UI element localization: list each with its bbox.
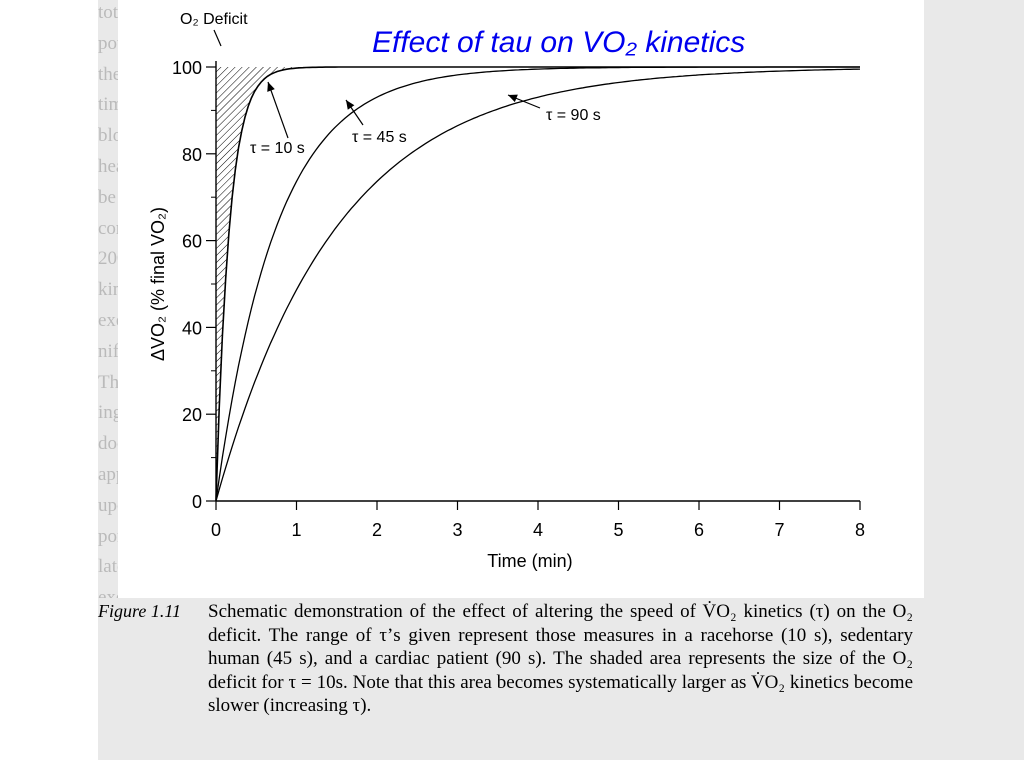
y-tick-label: 100 [172, 58, 202, 78]
y-tick-label: 80 [182, 145, 202, 165]
tau-10s-arrow [267, 81, 289, 139]
y-tick-label: 40 [182, 318, 202, 338]
caption-label: Figure 1.11 [98, 601, 181, 621]
tau-90s-arrow-head [508, 94, 518, 103]
tau-10s-arrow-head [267, 82, 275, 92]
x-tick-label: 2 [372, 520, 382, 540]
y-axis-label: ΔVO₂ (% final VO₂) [148, 207, 168, 361]
annotations: O₂ Deficit τ = 10 s τ = 45 s τ = 90 s [180, 11, 601, 157]
slide-title: Effect of tau on VO₂ kinetics [372, 26, 746, 59]
x-tick-label: 8 [855, 520, 865, 540]
x-tick-label: 0 [211, 520, 221, 540]
x-tick-label: 3 [452, 520, 462, 540]
o2-deficit-hatch [216, 67, 418, 501]
x-tick-label: 1 [291, 520, 301, 540]
y-tick-label: 0 [192, 492, 202, 512]
o2-deficit-annotation: O₂ Deficit [180, 11, 248, 28]
figure-caption: Figure 1.11 Schematic demonstration of t… [98, 598, 918, 758]
x-tick-label: 4 [533, 520, 543, 540]
series-layer [215, 66, 861, 502]
tau-10s-annotation: τ = 10 s [250, 140, 305, 157]
tau-45s-annotation: τ = 45 s [352, 129, 407, 146]
o2-deficit-leader [213, 29, 222, 47]
axes [215, 61, 860, 502]
x-tick-label: 6 [694, 520, 704, 540]
tau-90s-annotation: τ = 90 s [546, 107, 601, 124]
o2-deficit-shaded-area [216, 67, 418, 501]
x-tick-label: 7 [774, 520, 784, 540]
caption-text: Schematic demonstration of the effect of… [208, 601, 913, 716]
y-tick-label: 60 [182, 232, 202, 252]
series-line-tau-90s [215, 68, 861, 502]
series-line-tau-45s [215, 66, 860, 502]
figure-panel: 0 1 2 3 4 5 6 7 8 0 20 40 60 80 100 Time (min) ΔVO₂ (% f… [118, 0, 924, 598]
series-line-tau-10s [215, 66, 860, 502]
x-tick-label: 5 [613, 520, 623, 540]
tau-45s-arrow-head [346, 100, 355, 110]
x-axis-label: Time (min) [487, 551, 572, 571]
y-tick-label: 20 [182, 405, 202, 425]
